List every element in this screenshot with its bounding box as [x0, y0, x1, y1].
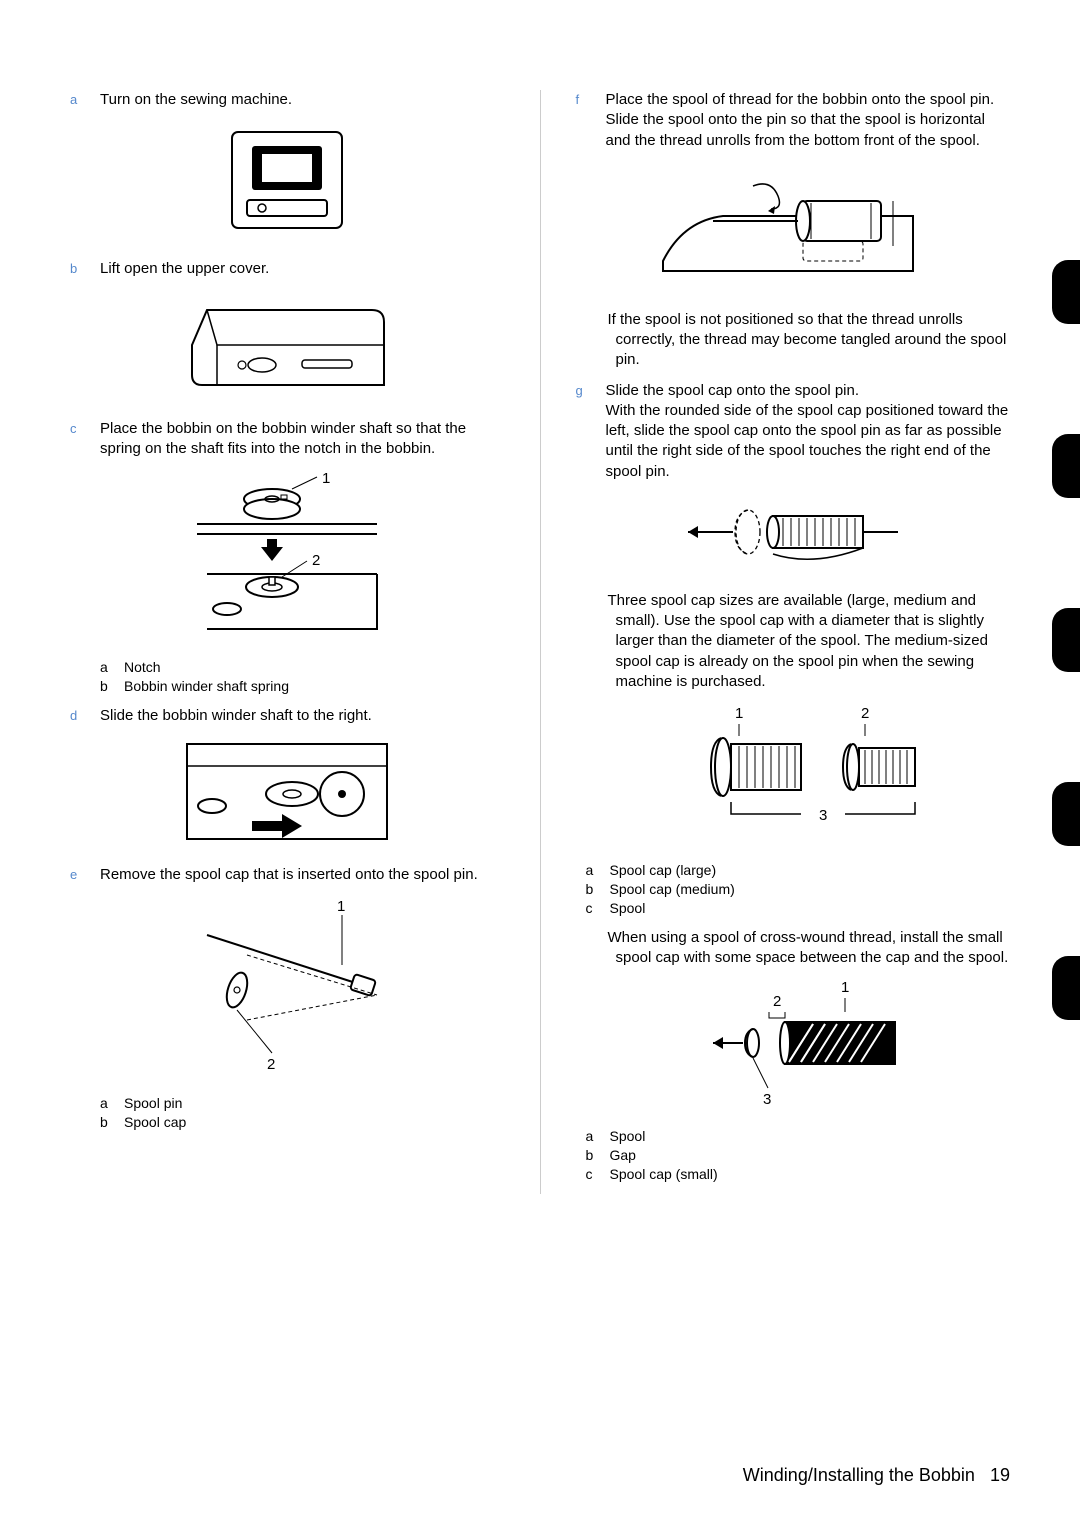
page-footer: Winding/Installing the Bobbin 19 — [743, 1465, 1010, 1486]
step-marker: e — [70, 865, 100, 885]
step-text: Place the spool of thread for the bobbin… — [606, 90, 1011, 151]
left-column: a Turn on the sewing machine. b Lift ope… — [70, 90, 505, 1194]
step-d: d Slide the bobbin winder shaft to the r… — [70, 706, 505, 726]
step-marker: d — [70, 706, 100, 726]
figure-f — [576, 161, 1011, 296]
step-a: a Turn on the sewing machine. — [70, 90, 505, 110]
step-text: Place the bobbin on the bobbin winder sh… — [100, 419, 505, 460]
step-marker: a — [70, 90, 100, 110]
callout-2: 2 — [312, 552, 320, 569]
callout-1: 1 — [322, 470, 330, 487]
step-marker: f — [576, 90, 606, 151]
column-divider — [540, 90, 541, 1194]
figure-c: 1 2 — [70, 469, 505, 644]
step-f: f Place the spool of thread for the bobb… — [576, 90, 1011, 151]
legend-e: aSpool pin bSpool cap — [100, 1094, 505, 1132]
figure-g-cap — [576, 492, 1011, 577]
callout-2: 2 — [267, 1056, 275, 1073]
step-text: Slide the spool cap onto the spool pin. … — [606, 381, 1011, 482]
side-tab — [1052, 782, 1080, 846]
figure-b — [70, 290, 505, 405]
legend-c: aNotch bBobbin winder shaft spring — [100, 658, 505, 696]
footer-title: Winding/Installing the Bobbin — [743, 1465, 975, 1485]
callout-1: 1 — [841, 979, 849, 996]
callout-1: 1 — [337, 898, 345, 915]
figure-g-sizes: 1 2 — [576, 702, 1011, 847]
callout-1: 1 — [735, 705, 743, 722]
side-tab — [1052, 608, 1080, 672]
step-e: e Remove the spool cap that is inserted … — [70, 865, 505, 885]
callout-3: 3 — [819, 807, 827, 824]
note-f: If the spool is not positioned so that t… — [616, 310, 1011, 371]
right-column: f Place the spool of thread for the bobb… — [576, 90, 1011, 1194]
step-marker: b — [70, 259, 100, 279]
note-g1: Three spool cap sizes are available (lar… — [616, 591, 1011, 692]
side-tab — [1052, 260, 1080, 324]
step-g: g Slide the spool cap onto the spool pin… — [576, 381, 1011, 482]
side-tab — [1052, 434, 1080, 498]
legend-g2: aSpool bGap cSpool cap (small) — [586, 1127, 1011, 1184]
side-tab — [1052, 956, 1080, 1020]
figure-a — [70, 120, 505, 245]
callout-2: 2 — [773, 993, 781, 1010]
figure-g-crosswound: 1 2 — [576, 978, 1011, 1113]
step-text: Slide the bobbin winder shaft to the rig… — [100, 706, 505, 726]
step-marker: g — [576, 381, 606, 482]
step-text: Lift open the upper cover. — [100, 259, 505, 279]
step-c: c Place the bobbin on the bobbin winder … — [70, 419, 505, 460]
note-g2: When using a spool of cross-wound thread… — [616, 928, 1011, 969]
callout-3: 3 — [763, 1091, 771, 1108]
step-marker: c — [70, 419, 100, 460]
side-tabs — [1052, 260, 1080, 1020]
page-number: 19 — [990, 1465, 1010, 1485]
step-b: b Lift open the upper cover. — [70, 259, 505, 279]
figure-e: 1 2 — [70, 895, 505, 1080]
step-text: Turn on the sewing machine. — [100, 90, 505, 110]
callout-2: 2 — [861, 705, 869, 722]
legend-g1: aSpool cap (large) bSpool cap (medium) c… — [586, 861, 1011, 918]
step-text: Remove the spool cap that is inserted on… — [100, 865, 505, 885]
figure-d — [70, 736, 505, 851]
